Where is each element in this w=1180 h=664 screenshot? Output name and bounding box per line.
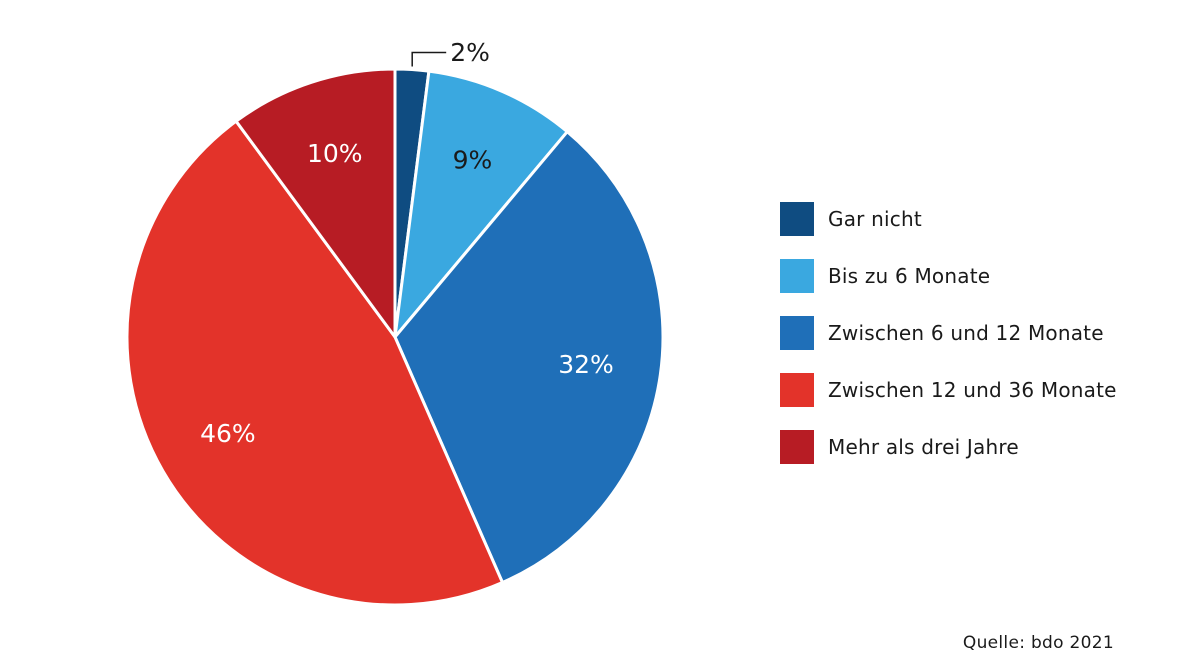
pie-slices <box>125 67 665 607</box>
source-note: Quelle: bdo 2021 <box>962 633 1114 653</box>
legend-label: Zwischen 12 und 36 Monate <box>828 378 1117 402</box>
legend-swatch <box>780 430 814 464</box>
legend-label: Bis zu 6 Monate <box>828 264 991 288</box>
leader-line-gar-nicht <box>411 51 447 67</box>
legend-label: Zwischen 6 und 12 Monate <box>828 321 1104 345</box>
legend-item-zwischen-6-und-12-monate: Zwischen 6 und 12 Monate <box>780 316 1104 350</box>
pie-slice-bis-zu-6-monate <box>393 69 569 339</box>
legend-label: Mehr als drei Jahre <box>828 435 1019 459</box>
legend-swatch <box>780 373 814 407</box>
data-label-zwischen-12-und-36-monate: 46% <box>200 419 256 448</box>
data-label-bis-zu-6-monate: 9% <box>453 146 493 175</box>
leader-lines <box>411 51 447 67</box>
data-labels: 2% 9% 32% 46% 10% <box>200 38 614 448</box>
legend-item-mehr-als-drei-jahre: Mehr als drei Jahre <box>780 430 1019 464</box>
pie-slice-mehr-als-drei-jahre <box>234 67 397 339</box>
legend-swatch <box>780 202 814 236</box>
legend-item-bis-zu-6-monate: Bis zu 6 Monate <box>780 259 990 293</box>
data-label-zwischen-6-und-12-monate: 32% <box>558 350 614 379</box>
legend-label: Gar nicht <box>828 207 922 231</box>
pie-slice-zwischen-12-und-36-monate <box>125 119 504 607</box>
legend-swatch <box>780 316 814 350</box>
pie-slice-zwischen-6-und-12-monate <box>393 130 665 585</box>
legend-swatch <box>780 259 814 293</box>
data-label-gar-nicht: 2% <box>450 38 490 67</box>
legend-item-gar-nicht: Gar nicht <box>780 202 922 236</box>
legend-item-zwischen-12-und-36-monate: Zwischen 12 und 36 Monate <box>780 373 1117 407</box>
data-label-mehr-als-drei-jahre: 10% <box>307 139 363 168</box>
